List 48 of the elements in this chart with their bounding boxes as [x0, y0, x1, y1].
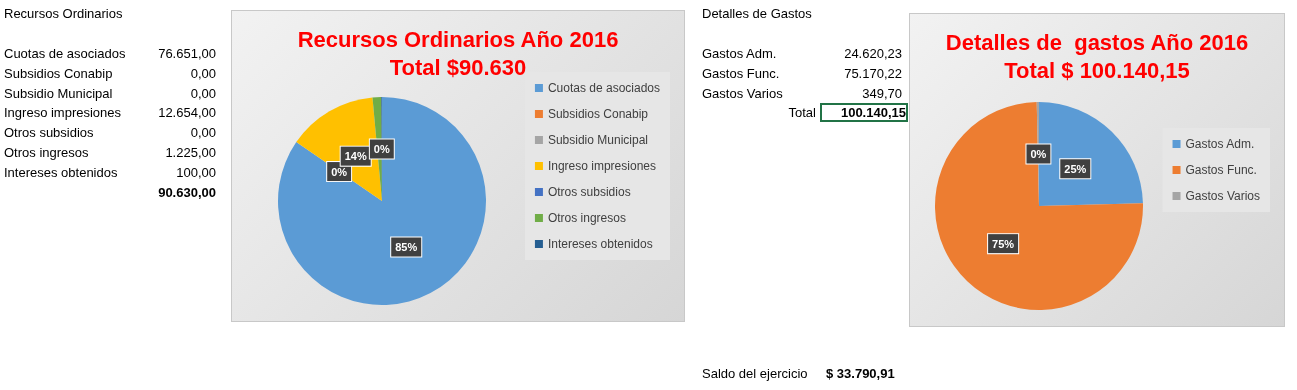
text: 75.170,22: [843, 64, 902, 83]
legend-label: Gastos Adm.: [1185, 137, 1255, 151]
category-label: Otros subsidios: [4, 125, 94, 141]
chart-subtitle: Total $ 100.140,15: [1004, 57, 1190, 83]
text: 100.140,15: [820, 103, 908, 123]
category-label: Gastos Adm.: [702, 46, 777, 61]
text: 1.225,00: [164, 144, 216, 162]
text: 24.620,23: [843, 45, 902, 63]
legend-label: Cuotas de asociados: [547, 81, 661, 95]
category-label: Intereses obtenidos: [4, 164, 118, 180]
text: Total: [787, 104, 816, 123]
data-label: 85%: [395, 241, 418, 254]
text: 90.630,00: [157, 183, 216, 202]
category-label: Ingreso impresiones: [4, 105, 122, 121]
legend-label: Gastos Func.: [1185, 163, 1257, 177]
text: 0,00: [189, 124, 216, 143]
text: Detalles de Gastos: [702, 5, 812, 23]
legend-label: Gastos Varios: [1185, 189, 1261, 203]
category-label: Otros ingresos: [4, 145, 89, 160]
text: 12.654,00: [157, 104, 216, 123]
data-label: 0%: [373, 143, 390, 155]
text: Recursos Ordinarios: [4, 5, 123, 23]
legend-label: Intereses obtenidos: [547, 237, 653, 251]
chart-subtitle: Total $90.630: [389, 54, 527, 80]
text: Saldo del ejercicio: [702, 365, 808, 383]
chart-title: Detalles de gastos Año 2016: [945, 29, 1249, 55]
category-label: Cuotas de asociados: [4, 46, 126, 61]
category-label: Gastos Varios: [702, 85, 783, 101]
legend-label: Otros ingresos: [547, 211, 626, 225]
legend-label: Subsidios Conabip: [547, 107, 649, 121]
data-label: 14%: [344, 150, 367, 163]
text: 349,70: [861, 84, 902, 103]
legend-label: Ingreso impresiones: [547, 159, 656, 173]
data-label: 25%: [1064, 162, 1087, 175]
legend-label: Subsidio Municipal: [547, 133, 648, 147]
data-label: 0%: [1030, 148, 1047, 160]
text: 0%: [331, 165, 348, 178]
text: 0,00: [189, 64, 216, 83]
text: 100,00: [175, 163, 216, 182]
category-label: Subsidio Municipal: [4, 85, 113, 101]
text: 0,00: [189, 84, 216, 103]
category-label: Gastos Func.: [702, 65, 780, 81]
text: $ 33.790,91: [826, 365, 895, 383]
data-label: 75%: [992, 237, 1015, 250]
legend-label: Otros subsidios: [547, 185, 631, 199]
category-label: Subsidios Conabip: [4, 65, 113, 81]
chart-title: Recursos Ordinarios Año 2016: [297, 26, 619, 52]
text: 76.651,00: [158, 46, 216, 61]
